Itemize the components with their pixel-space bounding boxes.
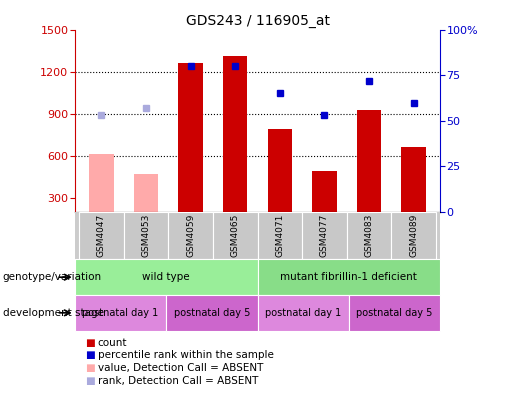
Text: GDS243 / 116905_at: GDS243 / 116905_at — [185, 14, 330, 28]
Text: postnatal day 1: postnatal day 1 — [265, 308, 341, 318]
Bar — [302, 212, 347, 259]
Bar — [357, 110, 381, 212]
Bar — [89, 154, 114, 212]
Bar — [347, 212, 391, 259]
Bar — [258, 259, 440, 295]
Bar — [75, 295, 166, 331]
Text: ■: ■ — [85, 337, 95, 348]
Text: ■: ■ — [85, 363, 95, 373]
Bar — [124, 212, 168, 259]
Text: ■: ■ — [85, 350, 95, 360]
Bar — [168, 212, 213, 259]
Text: GSM4065: GSM4065 — [231, 214, 239, 257]
Text: rank, Detection Call = ABSENT: rank, Detection Call = ABSENT — [98, 375, 258, 386]
Text: GSM4047: GSM4047 — [97, 214, 106, 257]
Text: wild type: wild type — [142, 272, 190, 282]
Text: postnatal day 5: postnatal day 5 — [174, 308, 250, 318]
Bar — [79, 212, 124, 259]
Bar — [134, 174, 158, 212]
Bar — [75, 259, 258, 295]
Bar — [213, 212, 258, 259]
Bar — [349, 295, 440, 331]
Bar — [178, 63, 203, 212]
Text: GSM4083: GSM4083 — [365, 214, 373, 257]
Text: genotype/variation: genotype/variation — [3, 272, 101, 282]
Text: postnatal day 1: postnatal day 1 — [82, 308, 159, 318]
Text: GSM4077: GSM4077 — [320, 214, 329, 257]
Bar — [401, 147, 426, 212]
Bar — [391, 212, 436, 259]
Bar — [258, 295, 349, 331]
Text: ■: ■ — [85, 375, 95, 386]
Text: percentile rank within the sample: percentile rank within the sample — [98, 350, 274, 360]
Text: mutant fibrillin-1 deficient: mutant fibrillin-1 deficient — [281, 272, 417, 282]
Text: value, Detection Call = ABSENT: value, Detection Call = ABSENT — [98, 363, 263, 373]
Bar — [223, 56, 248, 212]
Text: count: count — [98, 337, 127, 348]
Text: GSM4059: GSM4059 — [186, 214, 195, 257]
Text: GSM4071: GSM4071 — [276, 214, 284, 257]
Text: postnatal day 5: postnatal day 5 — [356, 308, 433, 318]
Text: development stage: development stage — [3, 308, 104, 318]
Bar — [258, 212, 302, 259]
Bar — [166, 295, 258, 331]
Text: GSM4053: GSM4053 — [142, 214, 150, 257]
Text: GSM4089: GSM4089 — [409, 214, 418, 257]
Bar — [312, 171, 337, 212]
Bar — [267, 129, 292, 212]
